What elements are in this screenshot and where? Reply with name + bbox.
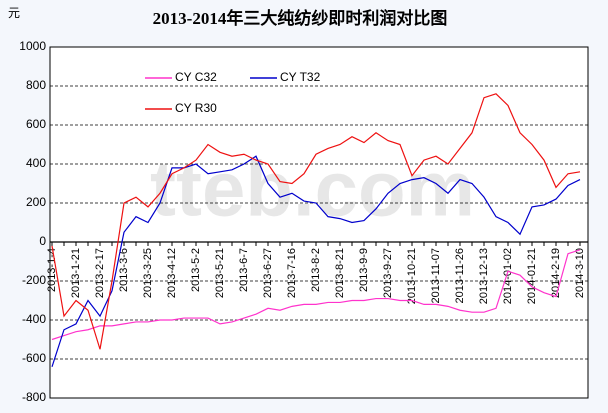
x-tick-label: 2014-2-19 — [550, 248, 562, 298]
x-tick-label: 2014-01-02 — [502, 248, 514, 304]
y-tick-label: 1000 — [19, 39, 46, 53]
y-tick-label: 400 — [26, 156, 46, 170]
x-tick-label: 2013-7-16 — [286, 248, 298, 298]
x-tick-label: 2013-2-17 — [94, 248, 106, 298]
y-tick-label: -600 — [22, 351, 46, 365]
y-tick-label: -800 — [22, 390, 46, 404]
legend-label: CY C32 — [175, 70, 217, 84]
x-tick-label: 2013-8-21 — [334, 248, 346, 298]
legend-label: CY R30 — [175, 101, 217, 115]
chart-title: 2013-2014年三大纯纺纱即时利润对比图 — [153, 8, 448, 28]
plot-area — [49, 46, 589, 399]
watermark: tteb.com — [150, 145, 475, 233]
y-tick-label: 800 — [26, 78, 46, 92]
x-tick-label: 2013-8-2 — [310, 248, 322, 292]
x-tick-label: 2013-3-6 — [118, 248, 130, 292]
x-tick-label: 2013-1-4 — [46, 248, 58, 292]
x-tick-label: 2013-9-9 — [358, 248, 370, 292]
series-line — [51, 155, 581, 367]
x-tick-label: 2013-6-7 — [238, 248, 250, 292]
x-tick-label: 2013-4-12 — [166, 248, 178, 298]
x-tick-label: 2014-01-21 — [526, 248, 538, 304]
x-tick-label: 2013-1-21 — [70, 248, 82, 298]
x-tick-label: 2013-12-13 — [478, 248, 490, 304]
y-tick-label: -200 — [22, 273, 46, 287]
y-tick-label: 600 — [26, 117, 46, 131]
x-tick-label: 2013-11-07 — [430, 248, 442, 303]
x-tick-label: 2013-5-2 — [190, 248, 202, 292]
y-tick-label: 0 — [39, 234, 46, 248]
x-tick-label: 2013-10-21 — [406, 248, 418, 304]
x-tick-label: 2013-11-26 — [454, 248, 466, 303]
x-tick-label: 2013-3-25 — [142, 248, 154, 298]
series-line — [51, 249, 581, 341]
y-axis-label: 元 — [8, 6, 20, 20]
x-tick-label: 2013-5-21 — [214, 248, 226, 298]
x-tick-label: 2014-3-10 — [574, 248, 586, 298]
series-line — [51, 93, 581, 350]
legend-label: CY T32 — [280, 70, 321, 84]
y-tick-label: -400 — [22, 312, 46, 326]
x-tick-label: 2013-6-27 — [262, 248, 274, 298]
y-tick-label: 200 — [26, 195, 46, 209]
x-tick-label: 2013-9-27 — [382, 248, 394, 298]
